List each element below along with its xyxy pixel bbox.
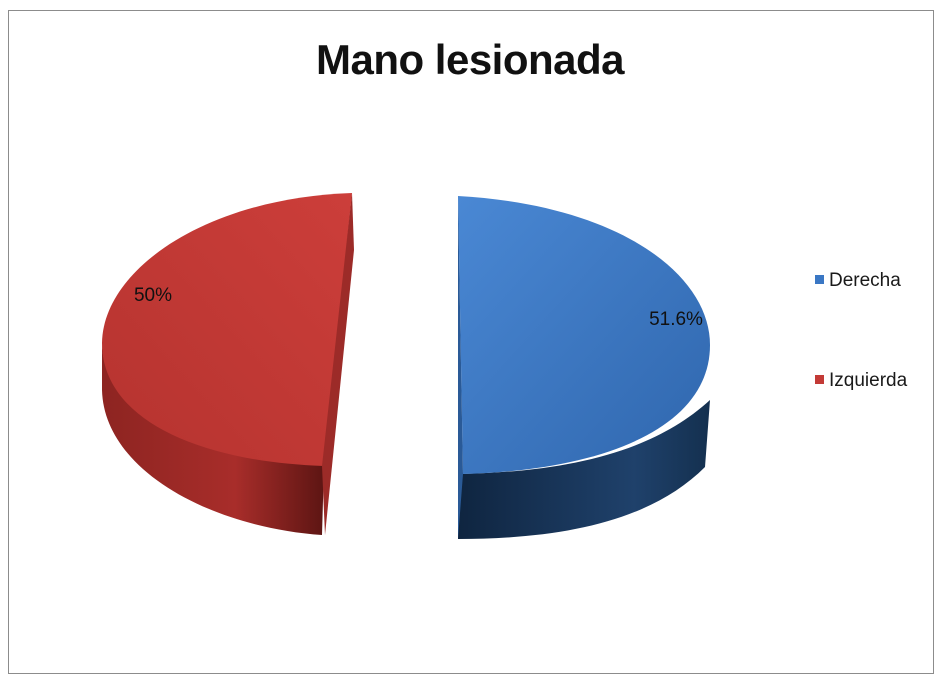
slice-izquierda[interactable] bbox=[102, 193, 352, 466]
slice-derecha[interactable] bbox=[458, 196, 710, 474]
slice-side-derecha bbox=[458, 400, 710, 539]
legend-item-izquierda[interactable]: Izquierda bbox=[815, 370, 907, 392]
legend-swatch-derecha bbox=[815, 275, 824, 284]
legend-label-derecha: Derecha bbox=[829, 270, 901, 291]
legend-swatch-izquierda bbox=[815, 375, 824, 384]
slice-cut-derecha bbox=[458, 196, 463, 539]
data-label-izquierda: 50% bbox=[134, 285, 172, 306]
data-label-derecha: 51.6% bbox=[649, 309, 703, 330]
legend-label-izquierda: Izquierda bbox=[829, 370, 908, 391]
legend-item-derecha[interactable]: Derecha bbox=[815, 270, 901, 292]
slice-cut-izquierda bbox=[322, 193, 354, 535]
slice-side-izquierda bbox=[102, 343, 324, 535]
chart-title: Mano lesionada bbox=[315, 36, 625, 83]
